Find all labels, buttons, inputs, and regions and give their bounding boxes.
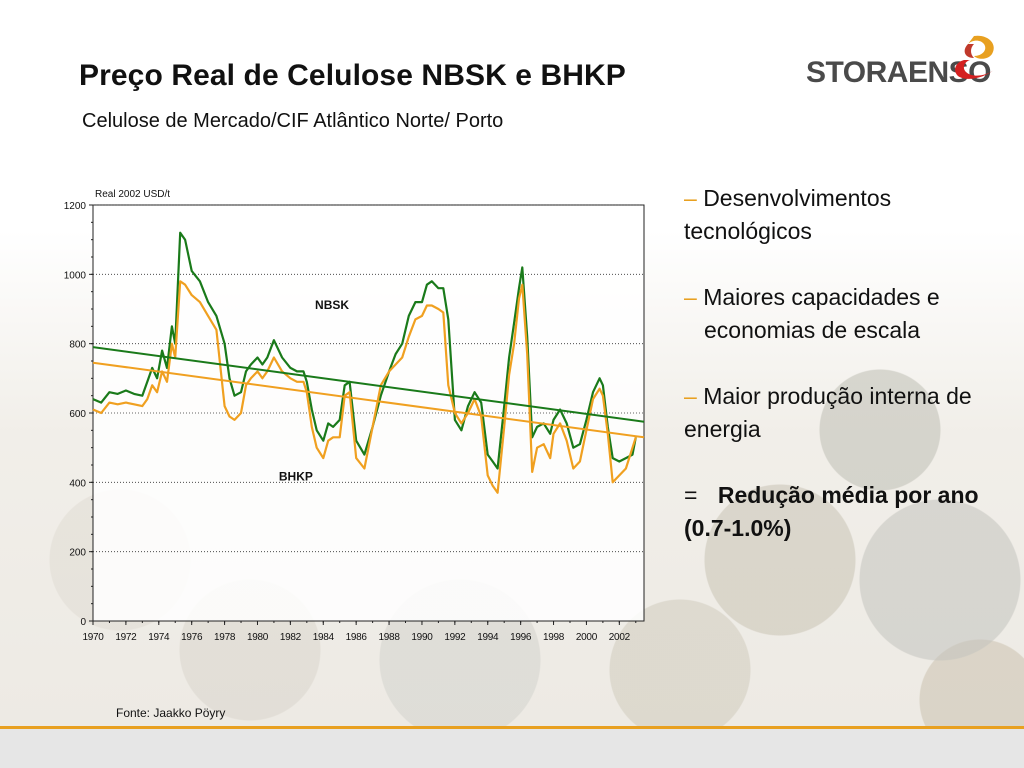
x-tick-label: 1972 bbox=[115, 632, 137, 643]
y-tick-label: 200 bbox=[69, 548, 86, 559]
bullet-dash: – bbox=[684, 185, 697, 211]
x-tick-label: 1976 bbox=[181, 632, 203, 643]
bullet-text: tecnológicos bbox=[684, 218, 812, 244]
y-unit-label: Real 2002 USD/t bbox=[95, 189, 170, 200]
slide-title: Preço Real de Celulose NBSK e BHKP bbox=[79, 59, 626, 92]
trend-line bbox=[92, 361, 645, 439]
x-tick-label: 1988 bbox=[379, 632, 401, 643]
bullet-item: – Maior produção interna de energia bbox=[684, 380, 1004, 446]
x-tick-label: 2000 bbox=[576, 632, 598, 643]
bullet-item: – Desenvolvimentos tecnológicos bbox=[684, 182, 1004, 248]
x-tick-label: 2002 bbox=[609, 632, 631, 643]
bullet-text: economias de escala bbox=[704, 317, 921, 343]
y-tick-label: 1200 bbox=[64, 201, 87, 212]
x-tick-label: 1984 bbox=[313, 632, 335, 643]
bullet-text: Desenvolvimentos bbox=[703, 185, 892, 211]
storaenso-logo: STORAENSO bbox=[806, 32, 998, 102]
x-tick-label: 1986 bbox=[346, 632, 368, 643]
bullet-text: energia bbox=[684, 416, 761, 442]
y-tick-label: 400 bbox=[69, 478, 86, 489]
x-tick-label: 1994 bbox=[477, 632, 499, 643]
x-tick-label: 1992 bbox=[444, 632, 466, 643]
y-tick-label: 0 bbox=[80, 617, 86, 628]
y-tick-label: 1000 bbox=[64, 270, 87, 281]
x-tick-label: 1996 bbox=[510, 632, 532, 643]
bullet-item: – Maiores capacidades e economias de esc… bbox=[684, 281, 1004, 347]
x-tick-label: 1982 bbox=[280, 632, 302, 643]
x-tick-label: 1970 bbox=[82, 632, 104, 643]
x-tick-label: 1990 bbox=[411, 632, 433, 643]
conclusion: = Redução média por ano (0.7-1.0%) bbox=[684, 479, 1004, 545]
bullet-dash: – bbox=[684, 383, 697, 409]
footer-band bbox=[0, 729, 1024, 768]
bullet-list: – Desenvolvimentos tecnológicos – Maiore… bbox=[684, 182, 1004, 578]
source-note: Fonte: Jaakko Pöyry bbox=[116, 706, 226, 720]
bullet-text: Maiores capacidades e bbox=[703, 284, 940, 310]
x-tick-label: 1978 bbox=[214, 632, 236, 643]
price-chart: 0 200 400 600 800 1000 1200 1970 1972 1974 1976 197… bbox=[60, 180, 660, 660]
y-tick-label: 600 bbox=[69, 409, 86, 420]
footer-accent-line bbox=[0, 726, 1024, 729]
bullet-text: Maior produção interna de bbox=[703, 383, 972, 409]
x-tick-label: 1980 bbox=[247, 632, 269, 643]
bhkp-annotation: BHKP bbox=[279, 470, 313, 484]
conclusion-value: (0.7-1.0%) bbox=[684, 515, 792, 541]
x-tick-label: 1998 bbox=[543, 632, 565, 643]
x-tick-label: 1974 bbox=[148, 632, 170, 643]
slide-subtitle: Celulose de Mercado/CIF Atlântico Norte/… bbox=[82, 110, 504, 132]
logo-swirl-icon bbox=[955, 35, 994, 79]
price-chart-svg: 0 200 400 600 800 1000 1200 1970 1972 1974 1976 197… bbox=[64, 189, 645, 643]
conclusion-prefix: = bbox=[684, 482, 698, 508]
series-line-bhkp bbox=[92, 280, 637, 494]
bullet-dash: – bbox=[684, 284, 697, 310]
nbsk-annotation: NBSK bbox=[315, 298, 349, 312]
y-tick-label: 800 bbox=[69, 340, 86, 351]
conclusion-text: Redução média por ano bbox=[717, 482, 979, 508]
trend-line bbox=[92, 346, 645, 423]
